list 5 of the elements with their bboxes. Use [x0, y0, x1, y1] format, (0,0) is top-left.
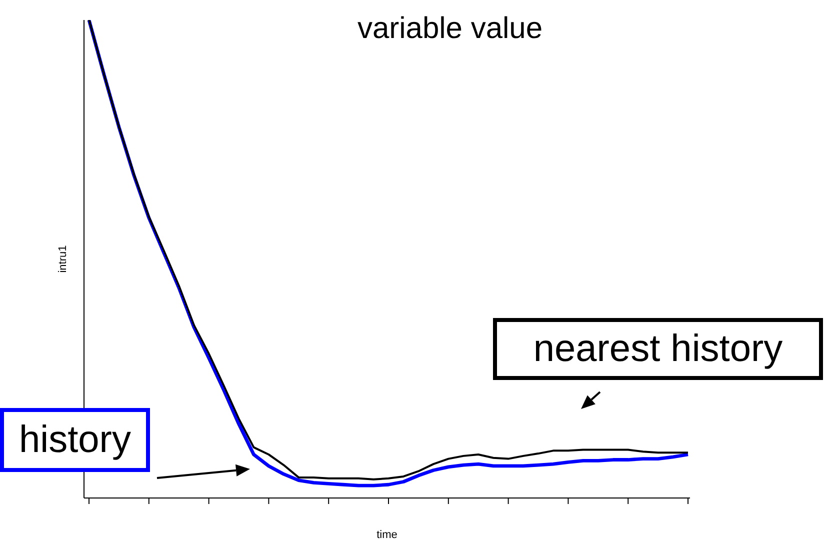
- x-axis-title: time: [376, 529, 398, 540]
- text: history: [0, 408, 150, 472]
- y-axis-title: intru1: [56, 245, 69, 273]
- chart-title: variable value: [356, 12, 544, 46]
- text: nearest history: [493, 318, 823, 380]
